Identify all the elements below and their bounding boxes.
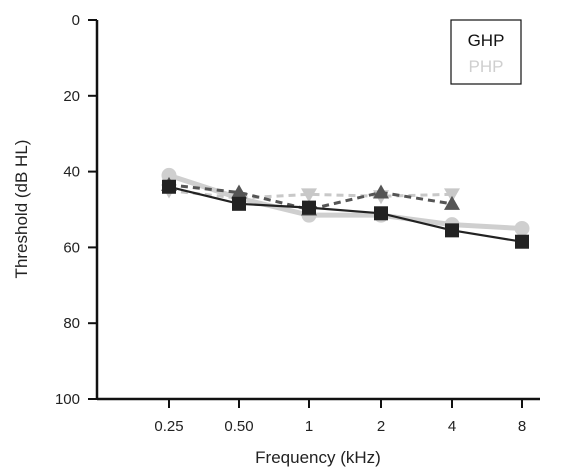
data-point	[231, 184, 247, 199]
data-point	[302, 200, 316, 215]
data-point	[162, 179, 176, 194]
data-point	[301, 188, 317, 203]
data-point	[374, 206, 388, 221]
y-tick-label: 0	[72, 12, 80, 29]
y-tick-label: 100	[55, 391, 80, 408]
data-point	[444, 195, 460, 210]
legend-entry-ghp: GHP	[468, 31, 505, 50]
y-tick-group: 0 20 40 60 80 100	[55, 12, 97, 408]
x-tick-label: 8	[518, 418, 526, 435]
data-point	[515, 234, 529, 249]
series-line	[168, 173, 523, 231]
x-tick-group: 0.25 0.50 1 2 4 8	[154, 399, 526, 435]
data-point	[161, 167, 177, 183]
legend-entry-php: PHP	[469, 57, 504, 76]
series-layer	[161, 167, 530, 249]
x-tick-label: 0.25	[154, 418, 183, 435]
series-ghp	[162, 179, 529, 249]
data-point	[444, 188, 460, 203]
legend: GHP PHP	[450, 19, 522, 85]
x-tick-label: 1	[305, 418, 313, 435]
data-point	[514, 220, 530, 236]
y-axis-title: Threshold (dB HL)	[12, 140, 31, 279]
x-axis-title: Frequency (kHz)	[255, 448, 381, 467]
series-line	[168, 185, 523, 243]
data-point	[232, 196, 246, 211]
series-line	[168, 183, 453, 211]
data-point	[373, 184, 389, 199]
series-php	[161, 167, 530, 236]
y-tick-label: 60	[63, 239, 80, 256]
y-tick-label: 20	[63, 88, 80, 105]
y-tick-label: 40	[63, 164, 80, 181]
data-point	[445, 223, 459, 238]
x-tick-label: 4	[448, 418, 456, 435]
legend-box	[450, 19, 522, 85]
x-tick-label: 0.50	[224, 418, 253, 435]
y-tick-label: 80	[63, 315, 80, 332]
x-tick-label: 2	[377, 418, 385, 435]
